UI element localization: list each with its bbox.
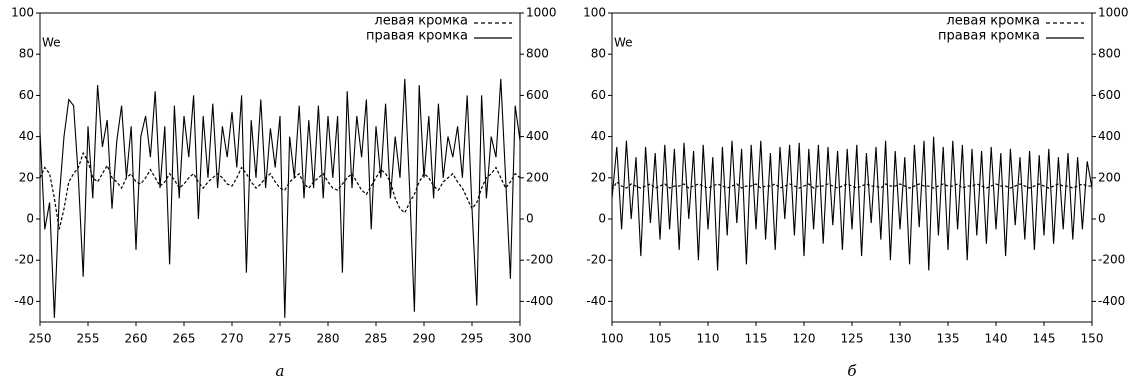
- plot-frame: [39, 12, 521, 323]
- x-tick-label: 255: [77, 332, 100, 346]
- legend-label: левая кромка: [946, 14, 1040, 29]
- panel-caption: а: [276, 362, 285, 380]
- x-tick-label: 295: [461, 332, 484, 346]
- y2-tick-label: 200: [526, 170, 549, 184]
- x-tick-label: 120: [793, 332, 816, 346]
- y2-tick-label: 800: [1098, 47, 1121, 61]
- x-tick-label: 110: [697, 332, 720, 346]
- x-tick-label: 105: [649, 332, 672, 346]
- x-tick-label: 265: [173, 332, 196, 346]
- y2-tick-label: -400: [526, 294, 553, 308]
- y-tick-label: 40: [591, 129, 606, 143]
- y-tick-label: -40: [586, 294, 606, 308]
- y2-tick-label: 200: [1098, 170, 1121, 184]
- x-tick-label: 115: [745, 332, 768, 346]
- y-tick-label: -20: [586, 253, 606, 267]
- y-tick-label: -40: [14, 294, 34, 308]
- x-tick-label: 300: [509, 332, 532, 346]
- legend-label: правая кромка: [938, 29, 1040, 44]
- x-tick-label: 290: [413, 332, 436, 346]
- x-tick-label: 260: [125, 332, 148, 346]
- panel-caption: б: [847, 362, 857, 380]
- y-axis-label: We: [42, 36, 61, 50]
- x-tick-label: 145: [1033, 332, 1056, 346]
- x-tick-label: 280: [317, 332, 340, 346]
- x-tick-label: 100: [601, 332, 624, 346]
- y-tick-label: 80: [19, 47, 34, 61]
- y2-tick-label: 800: [526, 47, 549, 61]
- series-line: [611, 180, 1092, 191]
- y-tick-label: 20: [591, 170, 606, 184]
- series-line: [39, 151, 521, 230]
- y2-tick-label: 600: [526, 88, 549, 102]
- x-tick-label: 135: [937, 332, 960, 346]
- y2-tick-label: 1000: [526, 6, 557, 20]
- y-tick-label: 100: [11, 6, 34, 20]
- y2-tick-label: 400: [526, 129, 549, 143]
- y2-tick-label: 1000: [1098, 6, 1129, 20]
- y-tick-label: 100: [583, 6, 606, 20]
- plot-frame: [611, 12, 1093, 323]
- y-tick-label: 40: [19, 129, 34, 143]
- x-tick-label: 250: [29, 332, 52, 346]
- y-tick-label: 20: [19, 170, 34, 184]
- legend-label: левая кромка: [374, 14, 468, 29]
- y2-tick-label: 0: [526, 212, 534, 226]
- legend-label: правая кромка: [366, 29, 468, 44]
- y-tick-label: -20: [14, 253, 34, 267]
- series-line: [611, 136, 1093, 271]
- y-tick-label: 0: [26, 212, 34, 226]
- y-tick-label: 0: [598, 212, 606, 226]
- y2-tick-label: 0: [1098, 212, 1106, 226]
- x-tick-label: 140: [985, 332, 1008, 346]
- x-tick-label: 125: [841, 332, 864, 346]
- y-tick-label: 60: [19, 88, 34, 102]
- y2-tick-label: -400: [1098, 294, 1125, 308]
- x-tick-label: 130: [889, 332, 912, 346]
- y2-tick-label: -200: [1098, 253, 1125, 267]
- y-tick-label: 80: [591, 47, 606, 61]
- y2-tick-label: 600: [1098, 88, 1121, 102]
- y2-tick-label: -200: [526, 253, 553, 267]
- x-tick-label: 150: [1081, 332, 1104, 346]
- y-tick-label: 60: [591, 88, 606, 102]
- y2-tick-label: 400: [1098, 129, 1121, 143]
- series-line: [39, 78, 521, 318]
- x-tick-label: 285: [365, 332, 388, 346]
- y-axis-label: We: [614, 36, 633, 50]
- x-tick-label: 275: [269, 332, 292, 346]
- x-tick-label: 270: [221, 332, 244, 346]
